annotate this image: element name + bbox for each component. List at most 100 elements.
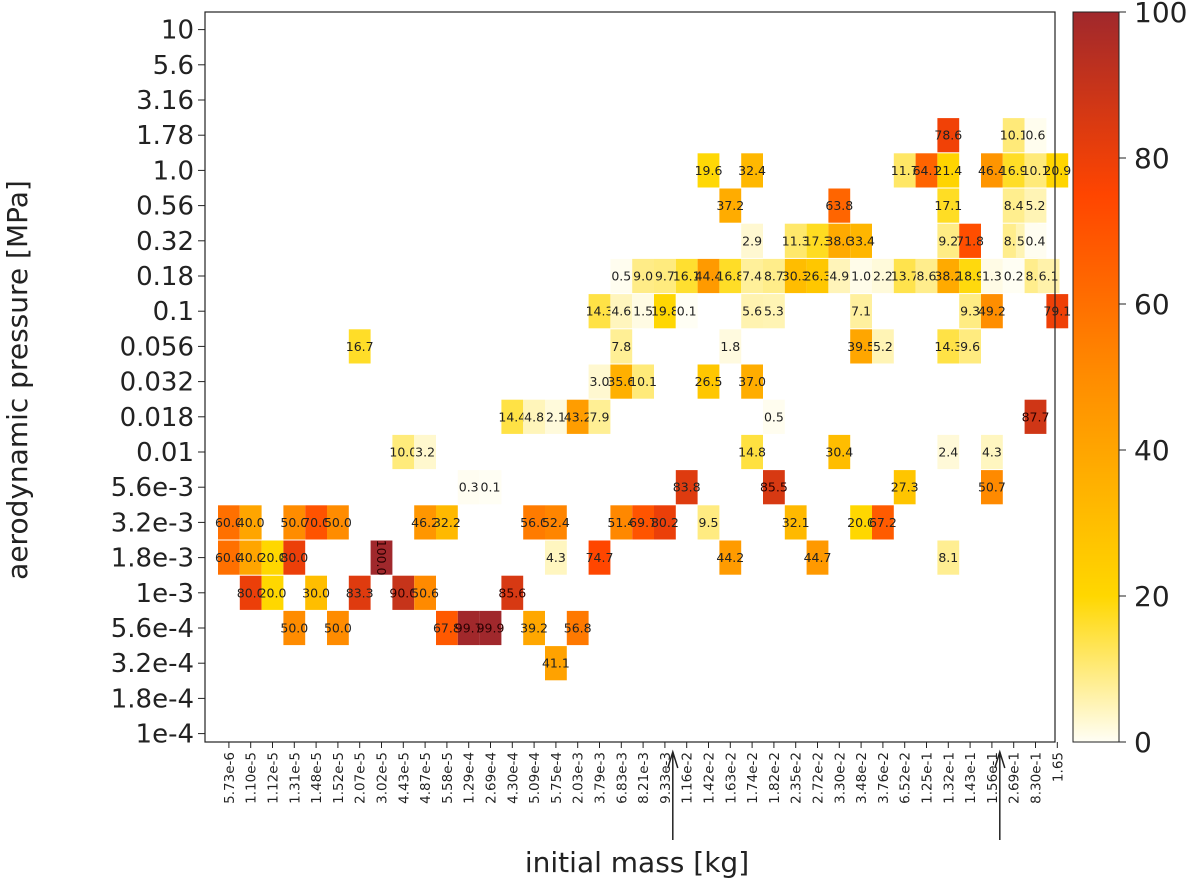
heatmap-cell: [414, 575, 436, 610]
heatmap-cell: [566, 399, 589, 434]
x-tick-label: 1.56e-1: [985, 752, 1001, 804]
cell-value-label: 6.1: [1039, 269, 1059, 284]
cell-value-label: 50.7: [978, 480, 1006, 495]
x-tick-label: 4.30e-4: [505, 752, 521, 804]
x-tick-label: 3.76e-2: [876, 752, 892, 804]
cell-value-label: 8.6: [917, 269, 937, 284]
cell-value-label: 5.6: [742, 304, 762, 319]
heatmap-cell: [872, 505, 894, 540]
cell-value-label: 16.7: [346, 339, 374, 354]
cell-value-label: 9.5: [699, 515, 719, 530]
cell-value-label: 67.2: [869, 515, 897, 530]
cell-value-label: 0.2: [1004, 269, 1024, 284]
heatmap-cell: [545, 399, 567, 434]
colorbar-tick-label: 20: [1134, 580, 1170, 613]
x-tick-label: 2.35e-2: [789, 752, 805, 804]
x-tick-label: 3.79e-3: [593, 752, 609, 804]
cell-value-label: 60.0: [215, 550, 243, 565]
heatmap-cell: [545, 646, 567, 681]
heatmap-cell: [763, 399, 785, 434]
cell-value-label: 50.0: [324, 621, 352, 636]
cell-value-label: 41.1: [542, 656, 570, 671]
heatmap-cell: [850, 258, 872, 294]
cell-value-label: 0.5: [611, 269, 631, 284]
cell-value-label: 40.0: [237, 515, 265, 530]
heatmap-cell: [806, 223, 829, 258]
cell-value-label: 46.2: [411, 515, 439, 530]
heatmap-cell: [239, 505, 262, 540]
cell-value-label: 63.8: [825, 198, 853, 213]
cell-value-label: 27.3: [891, 480, 919, 495]
cell-value-label: 70.0: [302, 515, 330, 530]
heatmap-cell: [654, 294, 676, 329]
cell-value-label: 7.8: [611, 339, 631, 354]
cell-value-label: 16.1: [673, 269, 701, 284]
y-tick-label: 0.032: [120, 368, 194, 398]
cell-value-label: 85.5: [760, 480, 788, 495]
heatmap-cell: [479, 470, 502, 505]
y-tick-label: 1.78: [136, 121, 194, 151]
cell-value-label: 1.8: [720, 339, 740, 354]
heatmap-cell: [588, 399, 611, 434]
heatmap-cell: [392, 434, 415, 470]
cell-value-label: 0.4: [1026, 233, 1046, 248]
x-tick-label: 2.69e-4: [484, 752, 500, 804]
x-tick-label: 3.48e-2: [854, 752, 870, 804]
heatmap-cell: [981, 258, 1003, 294]
heatmap-cell: [1046, 294, 1069, 329]
cell-value-label: 74.7: [586, 550, 614, 565]
cell-value-label: 8.4: [1004, 198, 1024, 213]
cell-value-label: 38.0: [825, 233, 853, 248]
x-tick-labels: 5.73e-6 1.10e-5 1.12e-5 1.31e-5 1.48e-5 1.52e…: [222, 742, 1066, 804]
heatmap-cell: [1024, 188, 1047, 223]
cell-value-label: 1.0: [851, 269, 871, 284]
heatmap-cell: [893, 470, 916, 505]
y-tick-label: 5.6e-4: [111, 614, 194, 644]
x-tick-label: 1.16e-2: [680, 752, 696, 804]
heatmap-cell: [327, 505, 349, 540]
y-tick-label: 0.18: [136, 262, 194, 292]
cell-value-label: 14.8: [738, 445, 766, 460]
cell-value-label: 60.0: [215, 515, 243, 530]
cell-value-label: 4.3: [546, 550, 566, 565]
heatmap-cell: [523, 610, 545, 646]
heatmap-cell: [654, 505, 676, 540]
heatmap-cell: [457, 470, 480, 505]
heatmap-cell: [850, 329, 872, 364]
heatmap-cell: [654, 258, 676, 294]
heatmap-cell: [1037, 258, 1060, 294]
arrow-marker: [667, 749, 679, 840]
heatmap-cell: [414, 505, 436, 540]
heatmap-cell: [1002, 258, 1025, 294]
heatmap-cell: [937, 434, 960, 470]
cell-value-label: 51.4: [607, 515, 635, 530]
cell-value-label: 4.3: [982, 445, 1002, 460]
colorbar-tick-label: 0: [1134, 726, 1152, 759]
colorbar-tick-label: 40: [1134, 434, 1170, 467]
cell-value-label: 56.8: [564, 621, 592, 636]
heatmap-cell: [872, 329, 894, 364]
cell-value-label: 46.4: [978, 163, 1006, 178]
heatmap-cell: [348, 575, 371, 610]
cell-value-label: 11.7: [891, 163, 919, 178]
cell-value-label: 83.8: [673, 480, 701, 495]
cell-value-label: 100.0: [374, 540, 389, 576]
cell-value-label: 2.2: [873, 269, 893, 284]
cell-value-label: 3.0: [590, 374, 610, 389]
heatmap-cell: [719, 188, 742, 223]
x-axis-label: initial mass [kg]: [525, 846, 749, 879]
cell-value-label: 50.0: [324, 515, 352, 530]
y-tick-label: 1e-3: [136, 579, 194, 609]
heatmap-cells: 60.040.0 50.070.050.0 46.232.2 56.052.4 51.4…: [215, 118, 1071, 681]
cell-value-label: 0.1: [481, 480, 501, 495]
heatmap-cell: [436, 505, 458, 540]
heatmap-cell: [1024, 399, 1047, 434]
x-tick-label: 1.74e-2: [745, 752, 761, 804]
axis-arrow-markers: [667, 749, 1006, 840]
heatmap-cell: [305, 575, 327, 610]
heatmap-cell: [392, 575, 415, 610]
heatmap-cell: [828, 223, 851, 258]
x-tick-label: 3.02e-5: [375, 752, 391, 804]
cell-value-label: 0.1: [677, 304, 697, 319]
heatmap-cell: [828, 434, 851, 470]
